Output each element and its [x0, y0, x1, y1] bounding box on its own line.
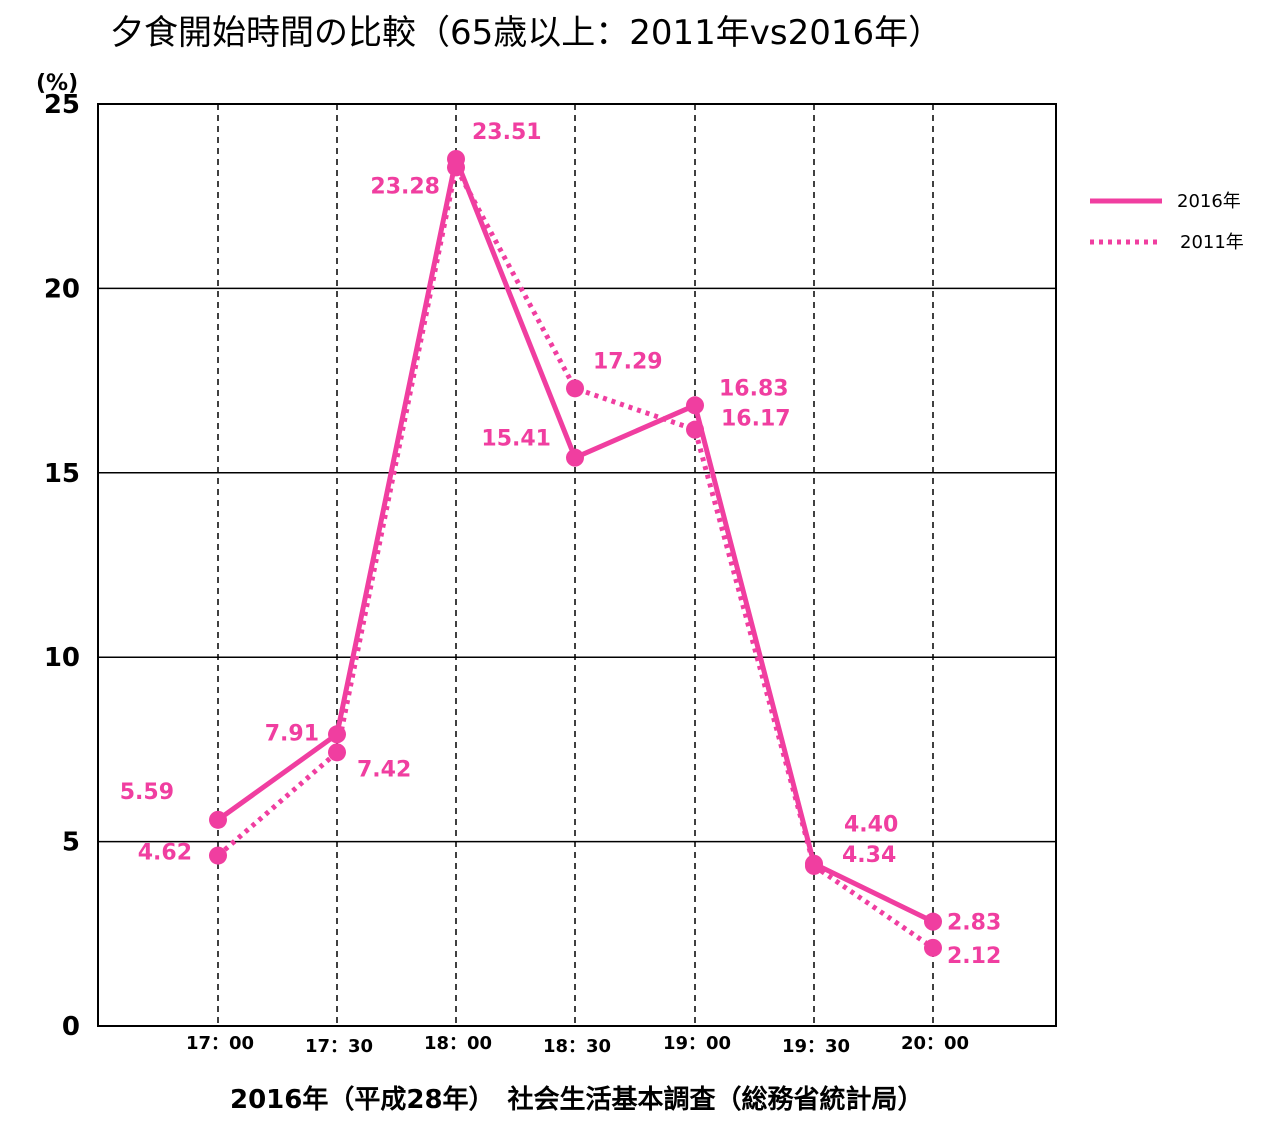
- y-tick-label: 10: [44, 643, 80, 673]
- data-label-2016年-5: 4.40: [844, 813, 898, 838]
- y-unit-label: (%): [36, 71, 78, 96]
- data-point-2016年-5: [805, 854, 823, 873]
- y-tick-label: 5: [62, 828, 80, 858]
- data-label-2016年-3: 15.41: [481, 427, 551, 452]
- data-label-2011年-4: 16.17: [721, 407, 791, 432]
- data-point-2011年-6: [924, 938, 942, 957]
- plot-area: [97, 103, 1057, 1027]
- legend-label-2011: 2011年: [1180, 232, 1244, 253]
- x-tick-label: 17：30: [305, 1036, 373, 1057]
- source-caption: 2016年（平成28年） 社会生活基本調査（総務省統計局）: [230, 1084, 924, 1115]
- data-label-2011年-1: 7.42: [357, 757, 411, 782]
- data-point-2016年-2: [447, 149, 465, 168]
- x-tick-label: 18：00: [424, 1033, 492, 1054]
- y-tick-label: 0: [62, 1012, 80, 1042]
- x-axis-ticks: 17：00 17：30 18：00 18：30 19：00 19：30 20：00: [186, 1033, 969, 1057]
- x-tick-label: 20：00: [901, 1033, 969, 1054]
- y-tick-label: 15: [44, 459, 80, 489]
- legend: 2016年 2011年: [1090, 191, 1244, 253]
- x-tick-label: 19：30: [782, 1036, 850, 1057]
- data-label-2011年-6: 2.12: [947, 944, 1001, 969]
- data-label-2011年-2: 23.28: [370, 174, 440, 199]
- data-label-2016年-2: 23.51: [472, 120, 542, 145]
- y-axis-ticks: 0 5 10 15 20 25: [44, 90, 80, 1042]
- data-point-2016年-6: [924, 912, 942, 931]
- data-point-2011年-1: [328, 743, 346, 762]
- data-point-2011年-3: [566, 379, 584, 398]
- data-label-2011年-3: 17.29: [593, 349, 663, 374]
- data-point-2016年-1: [328, 725, 346, 744]
- chart-title: 夕食開始時間の比較（65歳以上：2011年vs2016年）: [110, 13, 942, 53]
- data-point-2016年-4: [686, 396, 704, 415]
- data-label-2016年-0: 5.59: [120, 780, 174, 805]
- data-label-2016年-4: 16.83: [719, 376, 789, 401]
- data-point-2016年-0: [209, 810, 227, 829]
- data-label-2016年-6: 2.83: [947, 911, 1001, 936]
- y-tick-label: 25: [44, 90, 80, 120]
- series-layer: [209, 149, 942, 957]
- y-tick-label: 20: [44, 274, 80, 304]
- horizontal-gridlines: [98, 287, 1056, 843]
- data-point-2011年-0: [209, 846, 227, 865]
- x-tick-label: 17：00: [186, 1033, 254, 1054]
- legend-label-2016: 2016年: [1177, 191, 1241, 212]
- data-point-2016年-3: [566, 448, 584, 467]
- data-label-2011年-5: 4.34: [842, 843, 896, 868]
- data-label-layer: 5.59 7.91 23.51 15.41 16.83 4.40 2.83 4.62 7.42 2…: [120, 120, 1002, 969]
- data-label-2016年-1: 7.91: [265, 721, 319, 746]
- x-tick-label: 19：00: [663, 1033, 731, 1054]
- x-tick-label: 18：30: [543, 1036, 611, 1057]
- data-label-2011年-0: 4.62: [138, 841, 192, 866]
